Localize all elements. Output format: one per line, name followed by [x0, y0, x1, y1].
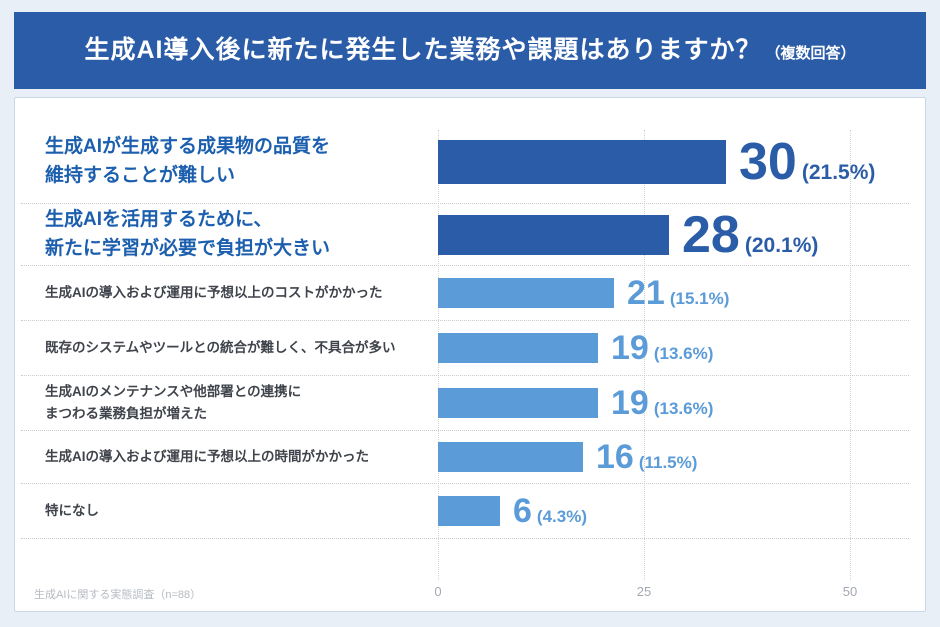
value-number: 19	[611, 384, 649, 422]
chart-row: 生成AIを活用するために、 新たに学習が必要で負担が大きい 28 (20.1%)	[21, 204, 909, 266]
value-group: 16 (11.5%)	[596, 440, 697, 474]
bar-area: 6 (4.3%)	[438, 494, 909, 528]
value-number: 30	[739, 132, 797, 191]
bar-area: 19 (13.6%)	[438, 386, 909, 420]
value-percentage: (21.5%)	[801, 160, 876, 184]
source-note: 生成AIに関する実態調査（n=88）	[34, 589, 202, 601]
chart-card: 生成AIが生成する成果物の品質を 維持することが難しい 30 (21.5%) 生…	[14, 97, 926, 612]
x-axis-tick: 0	[434, 584, 442, 599]
value-percentage: (20.1%)	[744, 233, 819, 257]
value-number: 19	[611, 329, 649, 367]
value-percentage: (13.6%)	[653, 344, 714, 363]
value-bar	[438, 442, 583, 472]
x-axis-tick: 50	[842, 584, 858, 599]
category-label: 生成AIのメンテナンスや他部署との連携に まつわる業務負担が増えた	[45, 384, 302, 421]
value-bar	[438, 139, 726, 184]
chart-row: 生成AIのメンテナンスや他部署との連携に まつわる業務負担が増えた 19 (13…	[21, 376, 909, 431]
chart-rows: 生成AIが生成する成果物の品質を 維持することが難しい 30 (21.5%) 生…	[21, 98, 909, 539]
bar-area: 19 (13.6%)	[438, 331, 909, 365]
value-group: 6 (4.3%)	[513, 494, 587, 528]
bar-area: 30 (21.5%)	[438, 136, 909, 188]
value-number: 6	[513, 492, 532, 530]
value-number: 28	[682, 205, 740, 264]
x-axis-tick: 25	[636, 584, 652, 599]
value-group: 21 (15.1%)	[627, 276, 729, 310]
category-label: 既存のシステムやツールとの統合が難しく、不具合が多い	[45, 340, 396, 356]
value-bar	[438, 333, 598, 363]
value-number: 21	[627, 274, 665, 312]
category-label: 生成AIを活用するために、 新たに学習が必要で負担が大きい	[45, 209, 331, 259]
value-percentage: (15.1%)	[669, 289, 730, 308]
bar-area: 16 (11.5%)	[438, 440, 909, 474]
chart-title-suffix: （複数回答）	[765, 45, 856, 62]
value-percentage: (4.3%)	[536, 507, 587, 526]
chart-header: 生成AI導入後に新たに発生した業務や課題はありますか？ （複数回答）	[14, 12, 926, 89]
chart-row: 特になし 6 (4.3%)	[21, 484, 909, 539]
chart-row: 生成AIの導入および運用に予想以上の時間がかかった 16 (11.5%)	[21, 431, 909, 484]
value-percentage: (13.6%)	[653, 399, 714, 418]
value-bar	[438, 214, 669, 255]
category-label: 特になし	[45, 503, 99, 519]
x-gridline	[644, 130, 645, 580]
value-group: 19 (13.6%)	[611, 386, 713, 420]
value-percentage: (11.5%)	[638, 453, 698, 472]
category-label: 生成AIが生成する成果物の品質を 維持することが難しい	[45, 136, 331, 186]
bar-area: 21 (15.1%)	[438, 276, 909, 310]
value-bar	[438, 388, 598, 418]
value-group: 28 (20.1%)	[682, 209, 818, 261]
chart-row: 生成AIが生成する成果物の品質を 維持することが難しい 30 (21.5%)	[21, 98, 909, 204]
value-bar	[438, 496, 500, 526]
bar-area: 28 (20.1%)	[438, 209, 909, 261]
category-label: 生成AIの導入および運用に予想以上のコストがかかった	[45, 285, 383, 301]
chart-row: 既存のシステムやツールとの統合が難しく、不具合が多い 19 (13.6%)	[21, 321, 909, 376]
chart-title: 生成AI導入後に新たに発生した業務や課題はありますか？	[84, 36, 762, 64]
category-label: 生成AIの導入および運用に予想以上の時間がかかった	[45, 449, 369, 465]
value-group: 30 (21.5%)	[739, 136, 875, 188]
value-number: 16	[596, 438, 634, 476]
x-gridline	[850, 130, 851, 580]
value-bar	[438, 278, 614, 308]
value-group: 19 (13.6%)	[611, 331, 713, 365]
chart-row: 生成AIの導入および運用に予想以上のコストがかかった 21 (15.1%)	[21, 266, 909, 321]
